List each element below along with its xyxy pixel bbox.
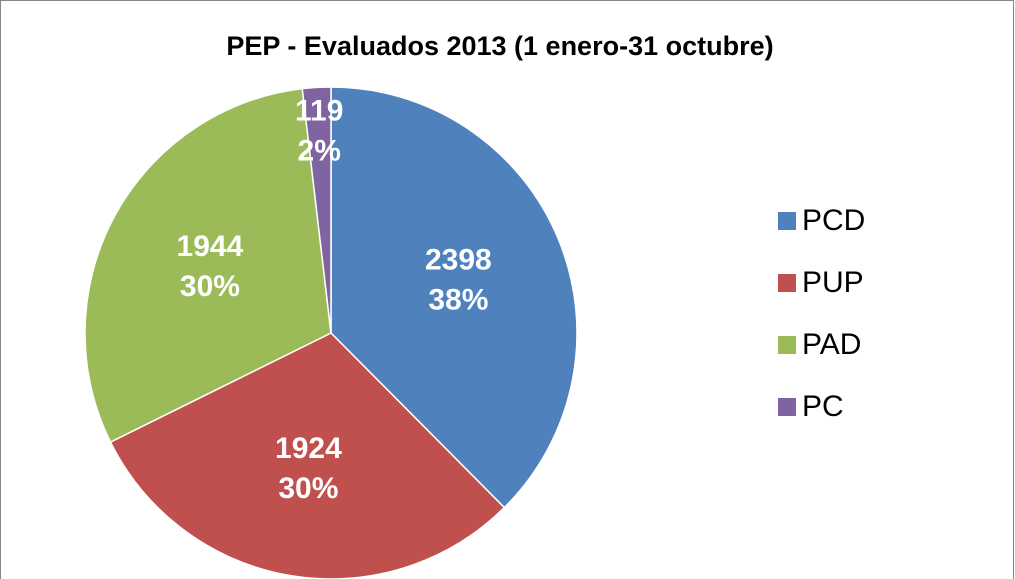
percent-label: 30% xyxy=(278,472,338,505)
legend-label: PC xyxy=(802,390,844,423)
data-label: 1924 xyxy=(275,432,342,465)
percent-label: 2% xyxy=(298,135,341,168)
data-label: 119 xyxy=(295,95,343,128)
legend-label: PCD xyxy=(802,204,865,237)
pie-slice xyxy=(301,86,332,334)
legend-swatch xyxy=(778,398,796,416)
legend-label: PAD xyxy=(802,328,861,361)
legend-swatch xyxy=(778,336,796,354)
legend-swatch xyxy=(778,274,796,292)
pie-slice xyxy=(84,87,332,444)
legend-label: PUP xyxy=(802,266,864,299)
percent-label: 30% xyxy=(180,270,240,303)
pie-slice xyxy=(330,86,578,509)
data-label: 1944 xyxy=(177,230,244,263)
legend-swatch xyxy=(778,212,796,230)
percent-label: 38% xyxy=(428,283,488,316)
pie-slice xyxy=(109,332,506,579)
data-label: 2398 xyxy=(425,243,492,276)
chart-title: PEP - Evaluados 2013 (1 enero-31 octubre… xyxy=(226,31,773,61)
